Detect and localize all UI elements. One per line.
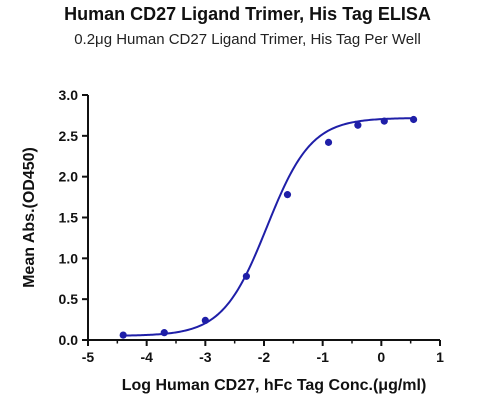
y-axis-label: Mean Abs.(OD450) (21, 147, 38, 288)
data-point (410, 115, 418, 124)
y-tick-label: 1.5 (59, 210, 79, 226)
y-ticks: 0.0 0.5 1.0 1.5 2.0 2.5 3.0 (59, 87, 88, 348)
x-ticks: -5 -4 -3 -2 -1 0 1 (82, 340, 444, 365)
plot-area (119, 115, 418, 339)
x-tick-label: -5 (82, 349, 95, 365)
data-point (119, 331, 127, 339)
y-tick-label: 3.0 (59, 87, 79, 103)
chart-title: Human CD27 Ligand Trimer, His Tag ELISA (64, 4, 431, 24)
data-point (354, 121, 362, 129)
x-tick-label: -4 (140, 349, 153, 365)
y-tick-label: 1.0 (59, 250, 79, 266)
y-tick-label: 0.5 (59, 291, 79, 307)
data-point (324, 138, 333, 146)
data-point (242, 272, 250, 280)
x-tick-label: -1 (316, 349, 329, 365)
data-point (283, 191, 292, 199)
x-tick-label: -2 (258, 349, 271, 365)
axes (87, 95, 440, 341)
x-axis-label: Log Human CD27, hFc Tag Conc.(μg/ml) (122, 377, 427, 394)
y-tick-label: 2.5 (59, 128, 79, 144)
data-point (380, 117, 388, 125)
chart-subtitle: 0.2μg Human CD27 Ligand Trimer, His Tag … (74, 31, 421, 48)
fit-curve (123, 117, 414, 337)
x-tick-label: 1 (436, 349, 444, 365)
x-tick-label: 0 (377, 349, 385, 365)
data-point (160, 329, 168, 337)
data-point (201, 316, 209, 324)
y-tick-label: 2.0 (59, 169, 79, 185)
x-tick-label: -3 (199, 349, 212, 365)
y-tick-label: 0.0 (59, 332, 79, 348)
